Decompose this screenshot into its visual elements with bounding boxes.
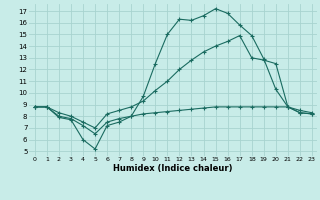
X-axis label: Humidex (Indice chaleur): Humidex (Indice chaleur) [113, 164, 233, 173]
